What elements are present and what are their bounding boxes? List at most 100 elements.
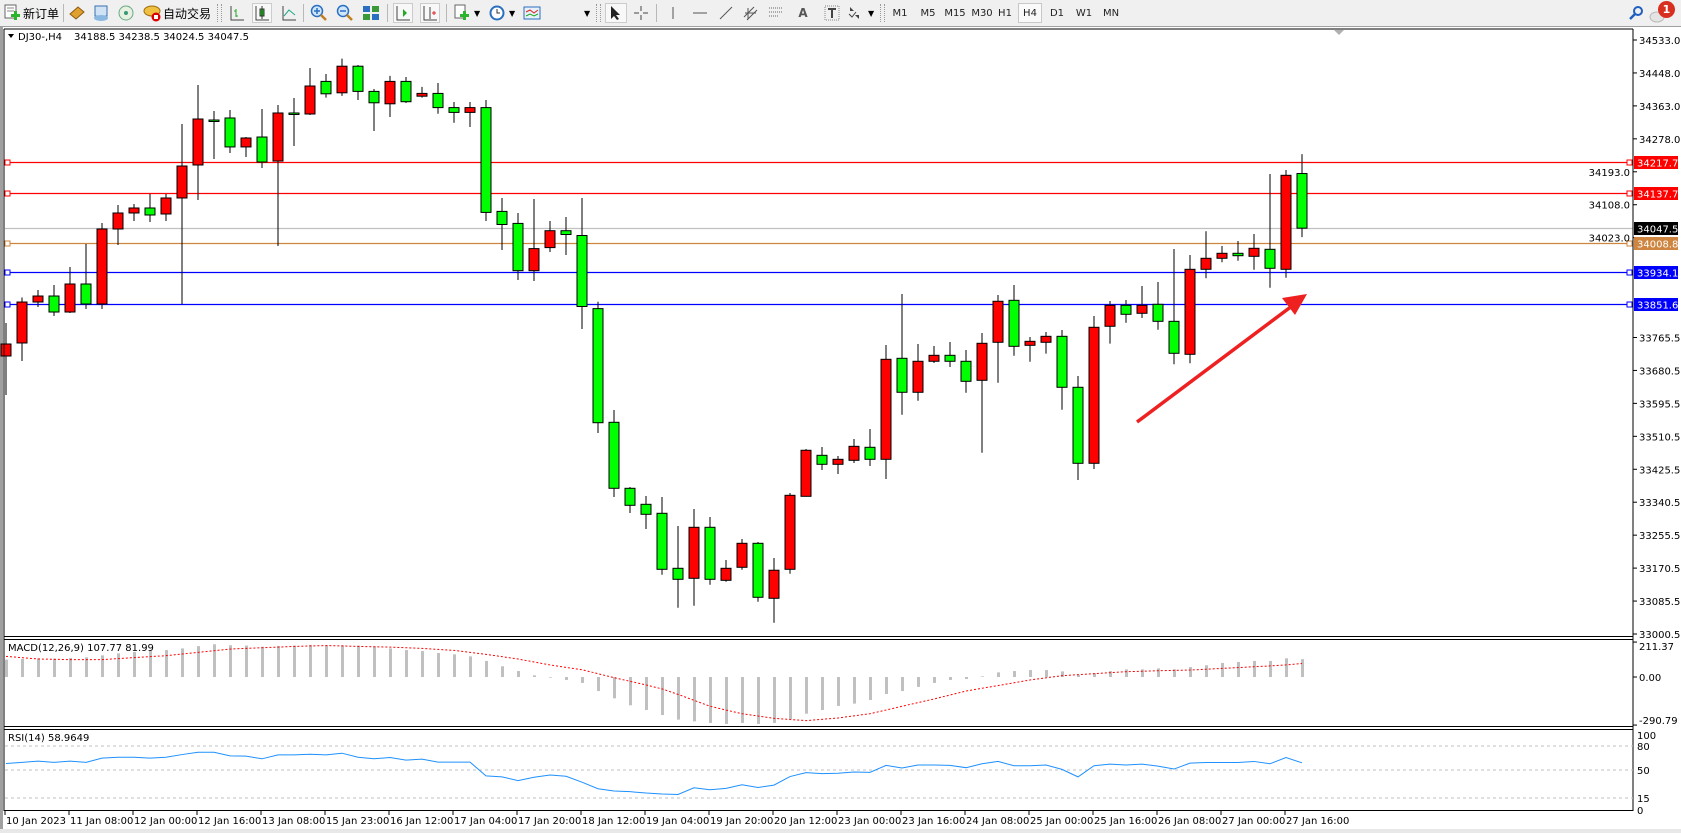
fibonacci-tool[interactable] — [766, 3, 786, 23]
candle-body — [496, 210, 508, 225]
bar-chart-button[interactable] — [227, 3, 247, 23]
toolbar-separator — [303, 4, 304, 22]
timeframe-d1[interactable]: D1 — [1049, 7, 1065, 19]
periods-button[interactable] — [487, 3, 507, 23]
candlesticks — [0, 58, 1308, 623]
market-watch-button[interactable] — [67, 3, 87, 23]
macd-histogram-bar — [757, 677, 760, 724]
candle — [1008, 285, 1020, 356]
toolbar-separator — [446, 4, 447, 22]
timeframe-m5[interactable]: M5 — [920, 7, 936, 19]
arrows-dropdown[interactable]: ▼ — [868, 8, 875, 18]
chart-shift-button[interactable] — [420, 3, 440, 23]
toolbar-grip[interactable] — [596, 4, 601, 22]
macd-histogram-bar — [1285, 658, 1288, 677]
text-tool[interactable]: A — [798, 6, 808, 20]
macd-histogram-bar — [149, 651, 152, 677]
candle — [736, 538, 748, 570]
time-tick-label: 23 Jan 16:00 — [902, 816, 965, 827]
macd-histogram-bar — [469, 656, 472, 677]
macd-histogram-bar — [325, 645, 328, 677]
candle — [96, 222, 108, 309]
indicators-button[interactable] — [522, 3, 542, 23]
price-levels — [4, 159, 1633, 308]
price-tick-label: 33680.5 — [1639, 366, 1680, 377]
equidistant-channel-tool[interactable] — [741, 3, 761, 23]
new-order-button[interactable]: 新订单 — [3, 3, 59, 23]
macd-histogram-bar — [181, 648, 184, 677]
templates-button[interactable] — [452, 3, 472, 23]
macd-histogram-bar — [581, 677, 584, 683]
auto-trading-button[interactable]: 自动交易 — [143, 3, 211, 23]
candle-body — [736, 542, 748, 568]
candle-body — [448, 107, 460, 113]
periods-dropdown[interactable]: ▼ — [509, 8, 516, 18]
macd-axis-label: 211.37 — [1639, 642, 1674, 653]
crosshair-tool-button[interactable] — [631, 3, 651, 23]
terminal-button[interactable] — [91, 3, 111, 23]
rsi-line — [5, 751, 1303, 795]
timeframe-m30[interactable]: M30 — [971, 7, 993, 19]
text-label-tool[interactable] — [822, 3, 842, 23]
macd-histogram-bar — [1061, 671, 1064, 677]
timeframe-h1[interactable]: H1 — [998, 7, 1012, 19]
macd-histogram-bar — [629, 677, 632, 706]
macd-histogram-bar — [453, 654, 456, 677]
candle — [352, 65, 364, 101]
candlestick-chart-button[interactable] — [252, 3, 272, 23]
horizontal-line-icon — [693, 12, 707, 14]
toolbar-grip[interactable] — [217, 4, 222, 22]
timeframe-m1[interactable]: M1 — [892, 7, 908, 19]
candle-body — [224, 117, 236, 148]
timeframe-w1[interactable]: W1 — [1075, 7, 1093, 19]
candle — [1168, 248, 1180, 365]
time-tick-label: 18 Jan 12:00 — [582, 816, 645, 827]
macd-histogram-bar — [229, 645, 232, 677]
macd-histogram-bar — [1189, 667, 1192, 677]
macd-axis-label: 0.00 — [1639, 673, 1661, 684]
new-order-icon — [4, 4, 20, 20]
horizontal-line-tool[interactable] — [690, 3, 710, 23]
arrows-tool[interactable] — [845, 3, 865, 23]
zoom-out-button[interactable] — [335, 3, 355, 23]
line-chart-button[interactable] — [279, 3, 299, 23]
candle — [368, 88, 380, 132]
auto-scroll-button[interactable] — [393, 3, 413, 23]
candle-body — [112, 212, 124, 230]
tile-windows-button[interactable] — [361, 3, 381, 23]
templates-dropdown[interactable]: ▼ — [474, 8, 481, 18]
cursor-icon — [611, 6, 620, 20]
macd-histogram-bar — [869, 677, 872, 700]
zoom-in-button[interactable] — [309, 3, 329, 23]
cursor-tool-button[interactable] — [605, 3, 627, 23]
bid-level-price-label: 34047.5 — [1637, 225, 1678, 236]
indicators-dropdown[interactable]: ▼ — [584, 8, 591, 18]
macd-histogram-bar — [837, 677, 840, 706]
macd-histogram-bar — [1237, 661, 1240, 677]
search-button[interactable] — [1626, 3, 1646, 23]
trendline-tool[interactable] — [716, 3, 736, 23]
candle-body — [480, 107, 492, 213]
horizontal-level-handle — [4, 159, 11, 166]
toolbar-grip[interactable] — [880, 4, 885, 22]
macd-histogram-bar — [389, 648, 392, 677]
auto-trading-label: 自动交易 — [163, 6, 212, 21]
chart-window[interactable]: 34533.0 34448.0 34363.0 34278.0 34193.0 34108… — [0, 27, 1681, 833]
candle-body — [656, 512, 668, 570]
chart-shift-marker[interactable] — [1334, 30, 1344, 35]
timeframe-m15[interactable]: M15 — [944, 7, 966, 19]
vertical-line-tool[interactable] — [663, 3, 683, 23]
macd-histogram-bar — [37, 658, 40, 677]
timeframe-h4[interactable]: H4 — [1018, 3, 1042, 23]
chart-menu-triangle-icon[interactable] — [8, 34, 14, 38]
time-tick-label: 12 Jan 00:00 — [134, 816, 197, 827]
trend-arrow[interactable] — [1135, 294, 1307, 424]
candle — [384, 75, 396, 118]
candle — [1120, 300, 1132, 323]
candle-body — [1040, 335, 1052, 343]
signals-button[interactable] — [116, 3, 136, 23]
price-tick-label: 33085.5 — [1639, 597, 1680, 608]
chart-background — [0, 27, 1681, 833]
macd-histogram-bar — [69, 657, 72, 677]
timeframe-mn[interactable]: MN — [1102, 7, 1120, 19]
